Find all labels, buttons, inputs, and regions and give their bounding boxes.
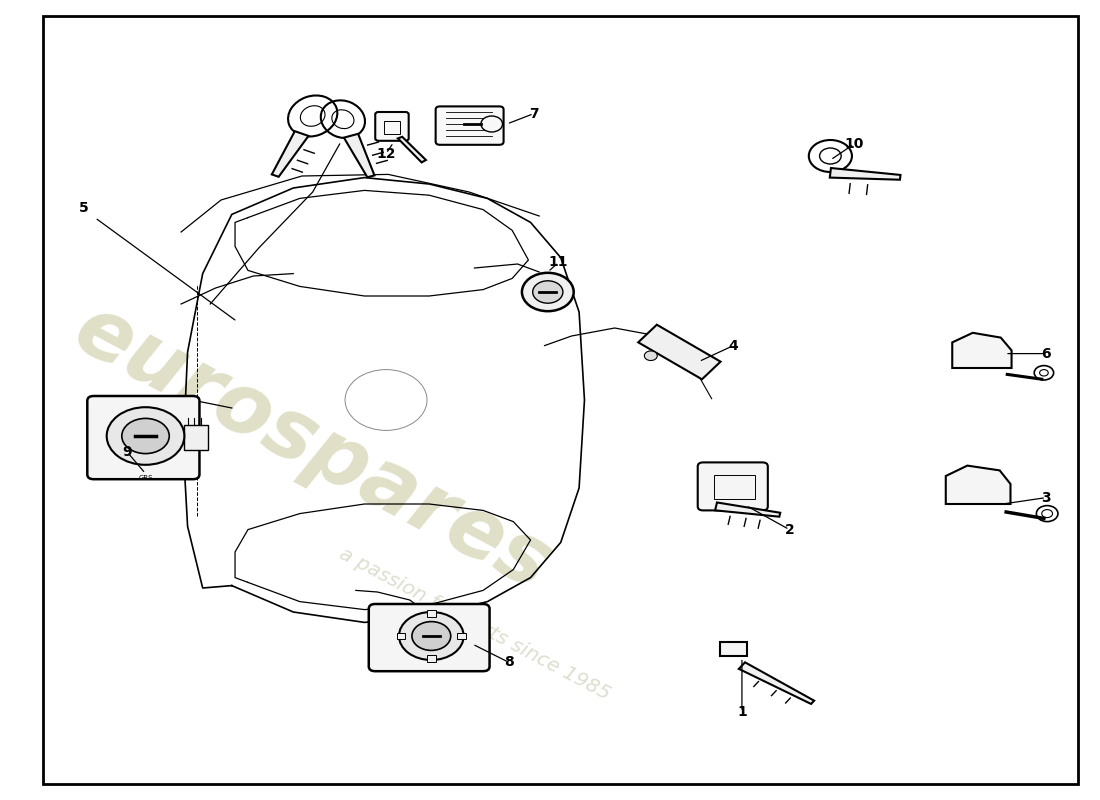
Text: 1: 1 bbox=[737, 705, 747, 719]
Bar bbox=[384, 121, 400, 134]
FancyBboxPatch shape bbox=[87, 396, 199, 479]
Text: 5: 5 bbox=[79, 201, 89, 215]
Text: 10: 10 bbox=[845, 137, 864, 151]
Text: 4: 4 bbox=[728, 338, 738, 353]
Polygon shape bbox=[739, 662, 814, 704]
FancyBboxPatch shape bbox=[375, 112, 409, 141]
Polygon shape bbox=[638, 325, 721, 379]
Polygon shape bbox=[715, 502, 780, 517]
Bar bbox=[185, 425, 208, 450]
Bar bbox=[427, 610, 436, 617]
Circle shape bbox=[399, 612, 464, 660]
Polygon shape bbox=[946, 466, 1011, 504]
FancyBboxPatch shape bbox=[697, 462, 768, 510]
Circle shape bbox=[122, 418, 169, 454]
Circle shape bbox=[521, 273, 574, 311]
Text: 12: 12 bbox=[376, 146, 396, 161]
Text: GRS: GRS bbox=[139, 474, 153, 481]
Text: 9: 9 bbox=[122, 445, 132, 459]
Bar bbox=[714, 475, 755, 499]
Circle shape bbox=[645, 351, 658, 361]
Polygon shape bbox=[398, 137, 426, 162]
Text: a passion for parts since 1985: a passion for parts since 1985 bbox=[336, 544, 613, 704]
Text: 7: 7 bbox=[529, 106, 539, 121]
Text: 11: 11 bbox=[549, 255, 569, 270]
Polygon shape bbox=[953, 333, 1012, 368]
Text: 2: 2 bbox=[784, 522, 794, 537]
Polygon shape bbox=[272, 131, 308, 177]
Bar bbox=[720, 642, 747, 656]
Text: 8: 8 bbox=[504, 655, 514, 670]
Text: 3: 3 bbox=[1042, 490, 1050, 505]
Bar bbox=[397, 633, 406, 639]
FancyBboxPatch shape bbox=[436, 106, 504, 145]
Circle shape bbox=[481, 116, 503, 132]
Polygon shape bbox=[344, 134, 374, 178]
Text: eurospares: eurospares bbox=[60, 289, 564, 607]
Bar bbox=[427, 655, 436, 662]
Circle shape bbox=[532, 281, 563, 303]
Text: 6: 6 bbox=[1042, 346, 1050, 361]
Circle shape bbox=[411, 622, 451, 650]
Bar bbox=[458, 633, 465, 639]
Circle shape bbox=[107, 407, 185, 465]
Polygon shape bbox=[829, 168, 901, 180]
FancyBboxPatch shape bbox=[368, 604, 490, 671]
